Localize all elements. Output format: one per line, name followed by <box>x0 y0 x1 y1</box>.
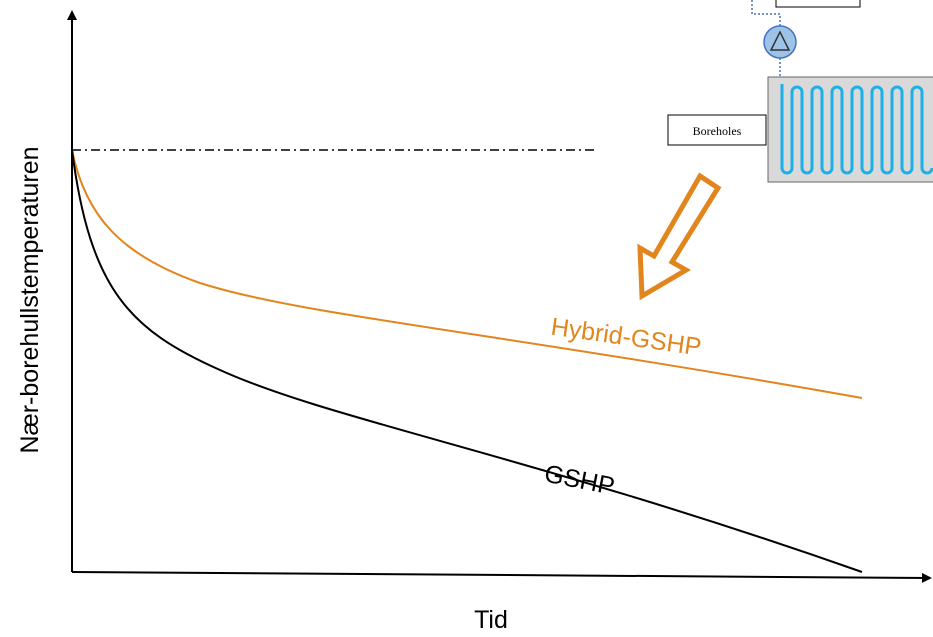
pipe <box>751 0 781 26</box>
pump-symbol <box>769 30 791 51</box>
x-axis-label: Tid <box>474 606 508 634</box>
borehole-loops <box>780 84 933 175</box>
inset-box <box>775 0 861 8</box>
curve-label: Hybrid-GSHP <box>549 313 703 362</box>
y-axis-label: Nær-borehullstemperaturen <box>16 146 44 453</box>
x-axis <box>71 571 932 583</box>
arrow <box>637 172 722 301</box>
inset-label: Boreholes <box>693 124 742 138</box>
gshp-curve <box>71 149 863 573</box>
inset: Boreholes <box>667 0 933 183</box>
hybrid-curve <box>71 149 863 399</box>
curve-label: GSHP <box>542 460 617 501</box>
label-box <box>667 114 767 146</box>
